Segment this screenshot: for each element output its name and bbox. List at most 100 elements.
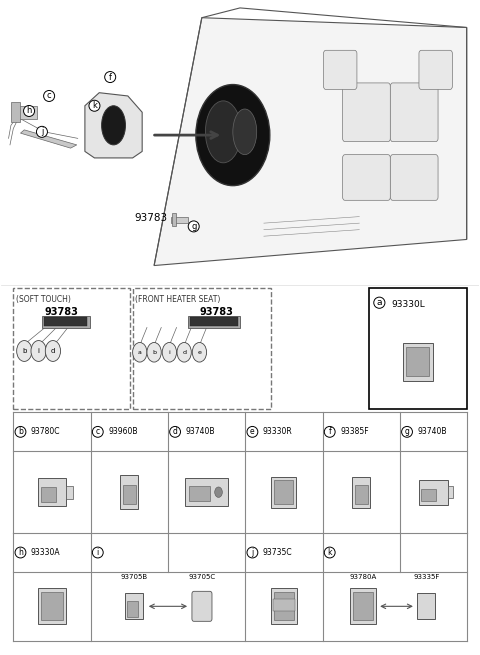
Bar (188, 316, 240, 328)
FancyBboxPatch shape (192, 591, 212, 622)
Text: 93705C: 93705C (188, 574, 216, 580)
Text: a: a (377, 298, 382, 307)
Ellipse shape (102, 105, 125, 145)
Text: 93740B: 93740B (418, 427, 447, 436)
Text: f: f (328, 427, 331, 436)
Circle shape (17, 341, 32, 362)
Bar (16, 105, 37, 119)
Text: c: c (96, 427, 100, 436)
Bar (171, 217, 188, 223)
FancyBboxPatch shape (419, 50, 452, 90)
Bar (42, 316, 90, 328)
Text: (SOFT TOUCH): (SOFT TOUCH) (16, 295, 71, 304)
Bar (122, 485, 136, 504)
Bar (275, 481, 293, 504)
Bar (185, 479, 228, 506)
Circle shape (177, 343, 192, 362)
Text: d: d (51, 348, 55, 354)
Bar (350, 588, 376, 624)
Bar (125, 593, 143, 620)
Bar (41, 592, 63, 620)
Bar (353, 592, 373, 620)
FancyBboxPatch shape (390, 83, 438, 141)
Circle shape (162, 343, 177, 362)
Circle shape (215, 487, 222, 497)
Bar (419, 480, 447, 504)
Circle shape (147, 343, 161, 362)
Polygon shape (85, 93, 142, 158)
Text: 93783: 93783 (134, 213, 168, 223)
Text: 93335F: 93335F (413, 574, 440, 580)
Bar (274, 592, 294, 620)
Bar (447, 486, 453, 498)
Circle shape (45, 341, 60, 362)
Text: 93330L: 93330L (392, 300, 425, 309)
Bar (40, 487, 56, 502)
Text: b: b (22, 348, 26, 354)
Text: k: k (327, 548, 332, 557)
Text: h: h (18, 548, 23, 557)
Bar (66, 485, 73, 498)
Text: 93960B: 93960B (108, 427, 138, 436)
Bar (190, 317, 238, 326)
Bar (13, 288, 130, 409)
Text: 93330A: 93330A (31, 548, 60, 557)
Bar (403, 343, 432, 381)
Text: d: d (173, 427, 178, 436)
Text: h: h (26, 107, 32, 115)
Text: k: k (92, 102, 97, 110)
Bar (352, 477, 370, 508)
Text: 93780A: 93780A (349, 574, 376, 580)
Text: i: i (37, 348, 40, 354)
Bar (11, 102, 20, 122)
Text: 93330R: 93330R (263, 427, 293, 436)
Text: i: i (168, 350, 170, 355)
Bar (271, 588, 297, 624)
Bar (172, 214, 176, 227)
Bar (132, 288, 271, 409)
Bar (44, 317, 87, 326)
Text: 93783: 93783 (199, 307, 233, 316)
Text: e: e (250, 427, 255, 436)
Text: i: i (96, 548, 99, 557)
Bar (406, 347, 429, 376)
Text: d: d (182, 350, 186, 355)
Text: 93735C: 93735C (263, 548, 292, 557)
Bar (273, 599, 295, 611)
FancyBboxPatch shape (390, 155, 438, 200)
Text: f: f (108, 73, 112, 81)
Circle shape (192, 343, 206, 362)
Bar (37, 479, 66, 506)
Ellipse shape (233, 109, 257, 155)
Ellipse shape (205, 101, 241, 163)
Text: c: c (47, 92, 51, 100)
Text: g: g (405, 427, 409, 436)
Bar (272, 477, 296, 508)
FancyBboxPatch shape (343, 155, 390, 200)
Polygon shape (21, 130, 77, 148)
Text: 93740B: 93740B (186, 427, 215, 436)
Bar (355, 485, 368, 504)
Text: e: e (197, 350, 202, 355)
Text: (FRONT HEATER SEAT): (FRONT HEATER SEAT) (135, 295, 220, 304)
Text: 93705B: 93705B (120, 574, 147, 580)
Bar (127, 601, 138, 617)
Polygon shape (154, 18, 467, 265)
Text: a: a (138, 350, 142, 355)
Bar (189, 486, 210, 501)
Circle shape (31, 341, 46, 362)
Text: j: j (252, 548, 253, 557)
Text: b: b (152, 350, 156, 355)
Bar (38, 588, 66, 624)
Circle shape (132, 343, 147, 362)
Text: b: b (18, 427, 23, 436)
FancyBboxPatch shape (343, 83, 390, 141)
Bar (120, 476, 138, 509)
FancyBboxPatch shape (324, 50, 357, 90)
Bar (369, 288, 467, 409)
Bar (421, 489, 436, 501)
Text: 93385F: 93385F (340, 427, 369, 436)
Text: 93783: 93783 (44, 307, 78, 316)
Text: 93780C: 93780C (31, 427, 60, 436)
Text: g: g (191, 222, 196, 231)
